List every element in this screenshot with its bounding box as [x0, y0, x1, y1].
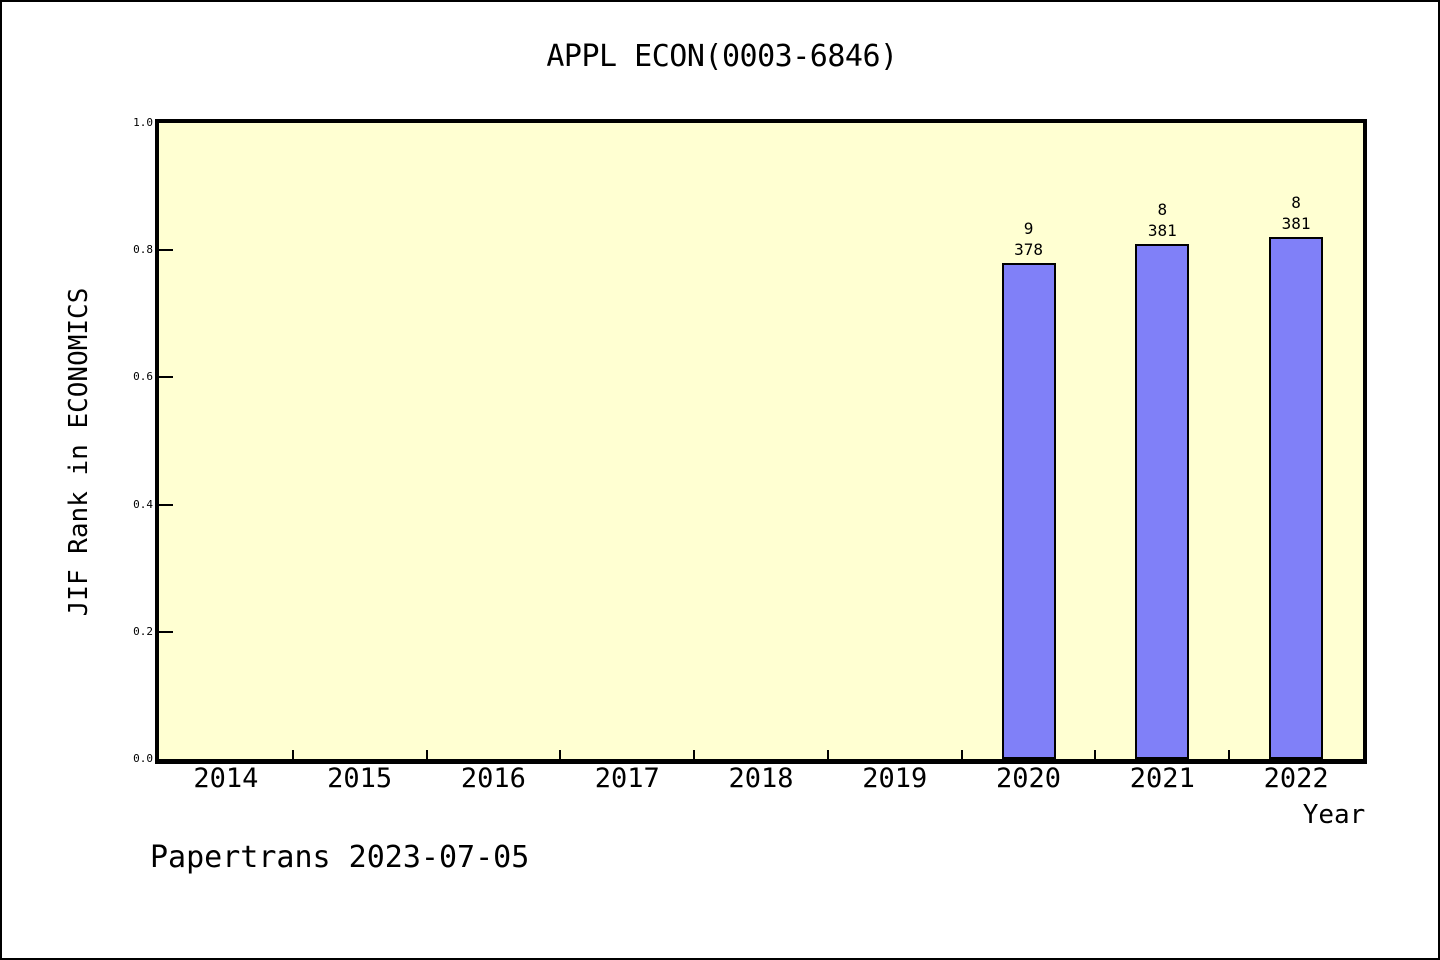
- y-tick-label: 0.2: [133, 624, 153, 638]
- y-tick-mark: [159, 376, 173, 379]
- x-tick-label: 2015: [327, 763, 393, 794]
- x-tick-label: 2020: [996, 763, 1062, 794]
- y-axis-title: JIF Rank in ECONOMICS: [64, 287, 94, 617]
- y-tick-mark: [159, 249, 173, 252]
- x-tick-label: 2017: [594, 763, 660, 794]
- x-tick-mark: [559, 750, 562, 759]
- x-tick-label: 2022: [1263, 763, 1329, 794]
- x-tick-mark: [1094, 750, 1097, 759]
- footer-note: Papertrans 2023-07-05: [150, 840, 530, 875]
- x-tick-mark: [826, 750, 829, 759]
- y-tick-label: 1.0: [133, 116, 153, 129]
- y-tick-label: 0.0: [133, 752, 153, 765]
- x-tick-label: 2018: [728, 763, 794, 794]
- y-tick-mark: [159, 503, 173, 506]
- x-tick-mark: [960, 750, 963, 759]
- bar-annotation: 8 381: [1281, 193, 1311, 234]
- x-tick-mark: [693, 750, 696, 759]
- x-tick-mark: [1228, 750, 1231, 759]
- y-tick-mark: [159, 630, 173, 633]
- y-tick-label: 0.4: [133, 497, 153, 511]
- bar: [1001, 262, 1056, 759]
- y-tick-label: 0.6: [133, 370, 153, 384]
- x-tick-mark: [291, 750, 294, 759]
- y-tick-label: 0.8: [133, 243, 153, 257]
- bar: [1269, 237, 1324, 759]
- bar-annotation: 9 378: [1014, 218, 1043, 259]
- x-tick-label: 2014: [193, 763, 259, 794]
- x-tick-label: 2021: [1129, 763, 1195, 794]
- x-tick-label: 2019: [862, 763, 928, 794]
- x-axis-title: Year: [1302, 800, 1366, 830]
- bar-annotation: 8 381: [1147, 199, 1177, 240]
- x-tick-label: 2016: [460, 763, 526, 794]
- chart-title: APPL ECON(0003-6846): [546, 39, 898, 74]
- bar: [1135, 243, 1190, 759]
- x-tick-mark: [425, 750, 428, 759]
